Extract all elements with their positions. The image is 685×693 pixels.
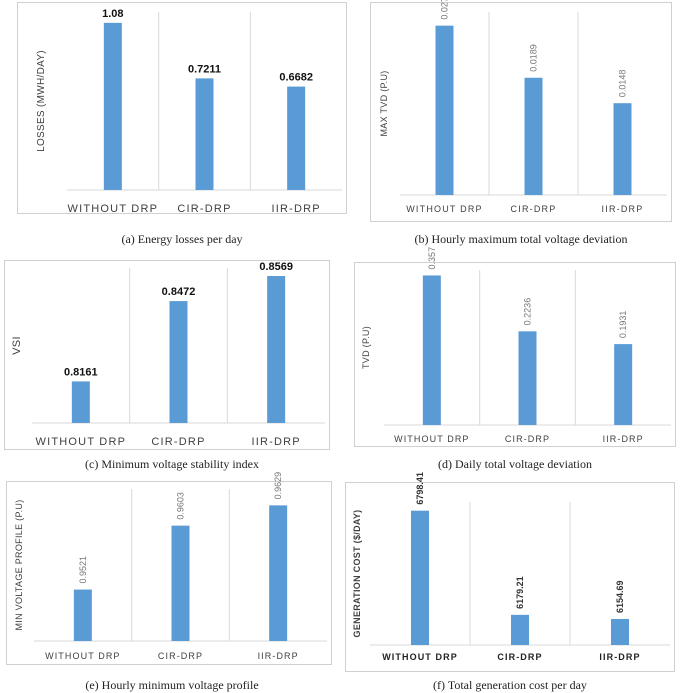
chart-b-category-label-3: IIR-DRP [602,204,644,214]
caption-f: (f) Total generation cost per day [433,678,587,692]
chart-a-data-label-2: 0.7211 [188,63,221,75]
chart-e-bar-2 [171,525,190,641]
chart-a-bar-1 [103,22,122,191]
chart-b-data-label-1: 0.0273 [440,0,450,20]
chart-a-data-label-3: 0.6682 [279,72,313,84]
chart-e-category-label-2: CIR-DRP [158,651,203,661]
chart-a-y-axis-label: LOSSES (MWH/DAY) [36,50,47,152]
chart-f-svg: GENERATION COST ($/DAY) 6798.41 WITHOUT DR… [345,472,675,672]
chart-d-data-label-1: 0.357 [427,247,437,270]
chart-e-y-axis-label: MIN VOLTAGE PROFILE (P.U) [14,499,24,630]
chart-b-y-axis-label: MAX TVD (P.U) [379,70,389,136]
chart-c-y-axis-label: VSI [11,336,23,355]
chart-d-frame [354,262,676,447]
chart-d-y-axis-label: TVD (P.U) [361,326,371,369]
chart-f-frame [345,482,675,672]
chart-b-category-label-2: CIR-DRP [511,204,557,214]
chart-f-data-label-2: 6179.21 [515,576,525,609]
chart-a-data-label-1: 1.08 [102,8,123,20]
chart-b-frame [370,2,672,222]
chart-d-category-label-1: WITHOUT DRP [394,434,469,444]
chart-c-svg: VSI 0.8161 WITHOUT DRP 0.8472 CIR-DRP 0.8569 I… [4,260,330,450]
caption-d: (d) Daily total voltage deviation [438,457,592,471]
caption-c: (c) Minimum voltage stability index [85,457,259,471]
chart-c-data-label-2: 0.8472 [162,286,196,298]
chart-d-data-label-3: 0.1931 [618,311,628,339]
chart-c-frame [4,260,330,450]
chart-panel-energy-losses: LOSSES (MWH/DAY) 1.08 WITHOUT DRP 0.7211 CIR… [17,2,347,215]
chart-c-bar-1 [71,381,90,423]
chart-d-category-label-3: IIR-DRP [603,434,644,444]
chart-f-y-axis-label: GENERATION COST ($/DAY) [352,510,362,638]
chart-e-svg: MIN VOLTAGE PROFILE (P.U) 0.9521 WITHOUT D… [6,472,332,665]
chart-e-data-label-3: 0.9629 [273,472,283,500]
chart-b-data-label-3: 0.0148 [618,70,628,98]
chart-a-category-label-2: CIR-DRP [177,203,231,215]
chart-c-category-label-3: IIR-DRP [251,436,300,448]
chart-d-bar-2 [518,331,537,425]
chart-b-svg: MAX TVD (P.U) 0.0273 WITHOUT DRP 0.0189 CIR-… [370,0,672,222]
caption-a: (a) Energy losses per day [121,232,243,246]
chart-f-category-label-2: CIR-DRP [497,652,542,662]
chart-b-data-label-2: 0.0189 [529,44,539,72]
chart-e-category-label-3: IIR-DRP [258,651,299,661]
chart-d-bar-1 [422,275,441,425]
chart-e-bar-1 [73,589,92,641]
chart-a-category-label-1: WITHOUT DRP [68,203,159,215]
chart-e-bar-3 [269,505,288,641]
chart-d-data-label-2: 0.2236 [523,298,533,326]
chart-a-bar-2 [195,78,214,190]
chart-c-category-label-1: WITHOUT DRP [36,436,127,448]
chart-panel-max-tvd: MAX TVD (P.U) 0.0273 WITHOUT DRP 0.0189 CIR-… [370,0,672,222]
chart-f-bar-2 [511,614,529,645]
chart-e-frame [6,481,332,665]
chart-panel-daily-tvd: TVD (P.U) 0.357 WITHOUT DRP 0.2236 CIR-DRP 0.… [354,247,676,447]
chart-c-bar-3 [267,276,286,423]
caption-b: (b) Hourly maximum total voltage deviati… [414,232,628,246]
chart-panel-vsi: VSI 0.8161 WITHOUT DRP 0.8472 CIR-DRP 0.8569 I… [4,260,330,450]
chart-a-category-label-3: IIR-DRP [271,203,320,215]
chart-d-svg: TVD (P.U) 0.357 WITHOUT DRP 0.2236 CIR-DRP 0.… [354,247,676,447]
chart-a-svg: LOSSES (MWH/DAY) 1.08 WITHOUT DRP 0.7211 CIR… [17,2,347,215]
chart-d-category-label-2: CIR-DRP [505,434,550,444]
chart-f-data-label-1: 6798.41 [415,472,425,505]
chart-d-bar-3 [614,344,633,425]
chart-a-frame [17,2,347,214]
chart-f-category-label-1: WITHOUT DRP [382,652,458,662]
chart-f-bar-1 [411,510,429,645]
chart-e-data-label-1: 0.9521 [78,556,88,584]
chart-b-bar-2 [524,77,543,195]
chart-e-data-label-2: 0.9603 [176,492,186,520]
chart-c-data-label-1: 0.8161 [64,366,98,378]
chart-c-bar-2 [169,301,188,423]
chart-panel-generation-cost: GENERATION COST ($/DAY) 6798.41 WITHOUT DR… [345,472,675,672]
chart-c-data-label-3: 0.8569 [259,261,293,273]
caption-e: (e) Hourly minimum voltage profile [85,678,259,692]
chart-b-category-label-1: WITHOUT DRP [406,204,483,214]
chart-panel-min-voltage: MIN VOLTAGE PROFILE (P.U) 0.9521 WITHOUT D… [6,472,332,665]
chart-b-bar-1 [435,25,454,195]
chart-f-category-label-3: IIR-DRP [599,652,640,662]
chart-e-category-label-1: WITHOUT DRP [45,651,120,661]
chart-f-bar-3 [611,618,629,645]
chart-c-category-label-2: CIR-DRP [151,436,205,448]
chart-a-bar-3 [287,86,306,190]
chart-b-bar-3 [613,103,632,195]
chart-f-data-label-3: 6154.69 [615,580,625,613]
